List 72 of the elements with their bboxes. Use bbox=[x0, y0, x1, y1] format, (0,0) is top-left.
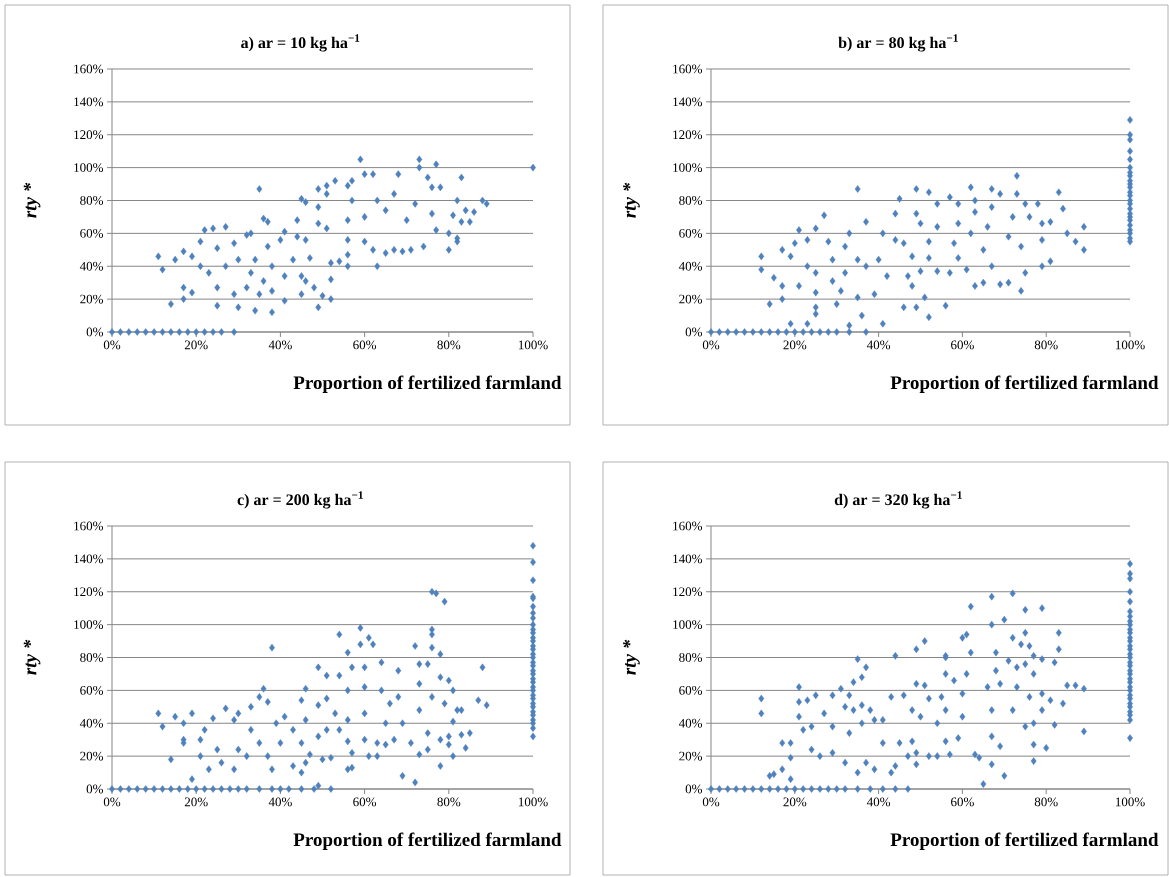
x-tick-label: 60% bbox=[353, 340, 377, 350]
x-tick-label: 40% bbox=[268, 797, 292, 807]
y-tick-label: 60% bbox=[80, 228, 104, 238]
x-tick-label: 100% bbox=[1115, 797, 1145, 807]
x-tick-label: 20% bbox=[184, 797, 208, 807]
y-tick-label: 60% bbox=[679, 685, 703, 695]
x-tick-label: 0% bbox=[702, 340, 720, 350]
x-axis-title: Proportion of fertilized farmland bbox=[293, 832, 562, 850]
y-tick-label: 60% bbox=[679, 228, 703, 238]
y-tick-label: 0% bbox=[86, 784, 104, 794]
x-tick-label: 80% bbox=[1034, 340, 1058, 350]
y-tick-label: 160% bbox=[673, 64, 703, 74]
y-tick-label: 140% bbox=[673, 554, 703, 564]
y-axis-title: rty * bbox=[23, 639, 41, 675]
y-tick-label: 40% bbox=[79, 261, 104, 271]
chart-title: d) ar = 320 kg ha$^{−1}$ bbox=[834, 491, 962, 509]
chart-title: b) ar = 80 kg ha$^{−1}$ bbox=[838, 34, 958, 52]
y-tick-label: 140% bbox=[74, 97, 104, 107]
x-axis-title: Proportion of fertilized farmland bbox=[293, 375, 562, 393]
y-tick-label: 100% bbox=[74, 620, 104, 630]
x-tick-label: 100% bbox=[518, 797, 548, 807]
y-tick-label: 160% bbox=[74, 521, 104, 531]
y-tick-label: 140% bbox=[673, 97, 703, 107]
y-tick-label: 40% bbox=[678, 261, 703, 271]
y-axis-title: rty * bbox=[23, 182, 41, 218]
x-tick-label: 20% bbox=[783, 797, 807, 807]
chart-title: c) ar = 200 kg ha$^{−1}$ bbox=[237, 491, 363, 509]
y-tick-label: 0% bbox=[86, 327, 104, 337]
x-axis-title: Proportion of fertilized farmland bbox=[890, 375, 1159, 393]
x-tick-label: 20% bbox=[783, 340, 807, 350]
y-tick-label: 60% bbox=[80, 685, 104, 695]
x-tick-label: 60% bbox=[353, 797, 377, 807]
y-tick-label: 0% bbox=[685, 327, 703, 337]
y-tick-label: 20% bbox=[679, 294, 703, 304]
y-tick-label: 20% bbox=[80, 751, 104, 761]
y-tick-label: 100% bbox=[74, 163, 104, 173]
x-tick-label: 40% bbox=[866, 797, 891, 807]
x-tick-label: 60% bbox=[951, 797, 974, 807]
x-tick-label: 80% bbox=[1034, 797, 1058, 807]
y-tick-label: 100% bbox=[673, 620, 703, 630]
y-tick-label: 120% bbox=[673, 130, 703, 140]
y-tick-label: 120% bbox=[74, 587, 104, 597]
y-tick-label: 80% bbox=[679, 653, 703, 662]
x-tick-label: 60% bbox=[951, 340, 974, 350]
chart-title: a) ar = 10 kg ha$^{−1}$ bbox=[241, 34, 360, 52]
x-tick-label: 0% bbox=[702, 797, 720, 807]
x-tick-label: 0% bbox=[103, 340, 121, 350]
x-axis-title: Proportion of fertilized farmland bbox=[890, 832, 1159, 850]
x-tick-label: 100% bbox=[1115, 340, 1145, 350]
y-tick-label: 140% bbox=[74, 554, 104, 564]
x-tick-label: 0% bbox=[103, 797, 121, 807]
y-tick-label: 80% bbox=[80, 196, 104, 205]
y-tick-label: 120% bbox=[74, 130, 104, 140]
y-tick-label: 20% bbox=[80, 294, 104, 304]
y-axis-title: rty * bbox=[623, 639, 640, 675]
y-tick-label: 80% bbox=[679, 196, 703, 205]
y-tick-label: 40% bbox=[79, 718, 104, 728]
y-axis-title: rty * bbox=[623, 182, 640, 218]
y-tick-label: 100% bbox=[673, 163, 703, 173]
x-tick-label: 40% bbox=[268, 340, 292, 350]
x-tick-label: 20% bbox=[184, 340, 208, 350]
y-tick-label: 120% bbox=[673, 587, 703, 597]
y-tick-label: 0% bbox=[685, 784, 703, 794]
x-tick-label: 80% bbox=[437, 340, 461, 350]
y-tick-label: 160% bbox=[74, 64, 104, 74]
x-tick-label: 80% bbox=[437, 797, 461, 807]
y-tick-label: 160% bbox=[673, 521, 703, 531]
y-tick-label: 80% bbox=[80, 653, 104, 662]
x-tick-label: 100% bbox=[518, 340, 548, 350]
y-tick-label: 40% bbox=[678, 718, 703, 728]
y-tick-label: 20% bbox=[679, 751, 703, 761]
x-tick-label: 40% bbox=[866, 340, 891, 350]
